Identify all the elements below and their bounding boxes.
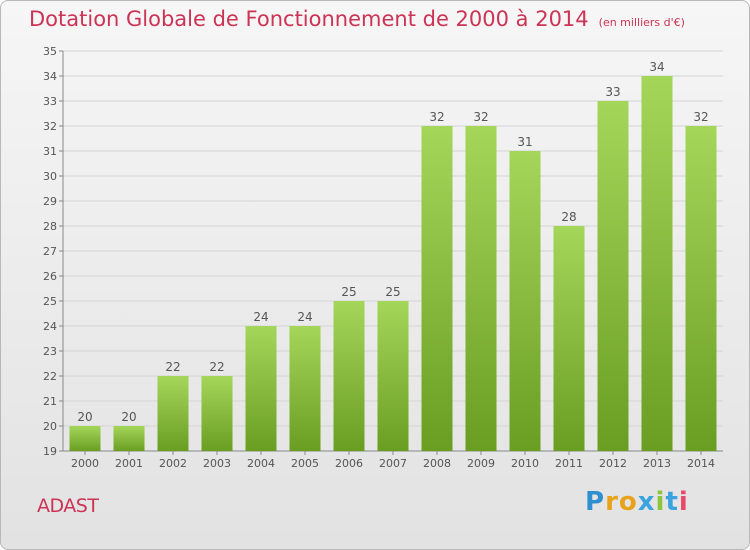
logo-letter: i xyxy=(678,487,689,517)
x-tick-label: 2003 xyxy=(203,457,231,470)
y-tick-label: 28 xyxy=(43,220,57,233)
logo-letter: t xyxy=(665,487,679,517)
proxiti-logo: Proxiti xyxy=(585,487,689,517)
y-tick-label: 27 xyxy=(43,245,57,258)
axes: 19 20 21 22 23 24 25 26 27 28 29 30 31 32 33 34 35 2000 20… xyxy=(43,45,723,470)
logo-letter: x xyxy=(637,487,656,517)
logo-letter: P xyxy=(585,487,606,517)
data-label: 28 xyxy=(561,210,576,224)
bars xyxy=(69,76,717,451)
data-label: 24 xyxy=(297,310,312,324)
y-tick-label: 34 xyxy=(43,70,57,83)
y-tick-label: 31 xyxy=(43,145,57,158)
data-label: 20 xyxy=(77,410,92,424)
data-labels: 20 20 22 22 24 24 25 25 32 32 31 28 33 34 32 xyxy=(77,60,708,424)
x-tick-label: 2001 xyxy=(115,457,143,470)
bar-2012 xyxy=(597,101,629,451)
y-tick-label: 29 xyxy=(43,195,57,208)
data-label: 31 xyxy=(517,135,532,149)
bar-2009 xyxy=(465,126,497,451)
x-tick-label: 2007 xyxy=(379,457,407,470)
bar-2004 xyxy=(245,326,277,451)
y-tick-label: 32 xyxy=(43,120,57,133)
bar-2003 xyxy=(201,376,233,451)
y-tick-label: 35 xyxy=(43,45,57,58)
logo-letter: i xyxy=(655,487,666,517)
x-tick-label: 2014 xyxy=(687,457,715,470)
x-tick-label: 2013 xyxy=(643,457,671,470)
bar-2005 xyxy=(289,326,321,451)
data-label: 33 xyxy=(605,85,620,99)
logo-letter: r xyxy=(605,487,619,517)
data-label: 20 xyxy=(121,410,136,424)
bar-2007 xyxy=(377,301,409,451)
bar-2008 xyxy=(421,126,453,451)
bar-2002 xyxy=(157,376,189,451)
bar-2000 xyxy=(69,426,101,451)
chart-subtitle: (en milliers d'€) xyxy=(598,16,685,29)
bar-2006 xyxy=(333,301,365,451)
bar-2014 xyxy=(685,126,717,451)
y-tick-label: 20 xyxy=(43,420,57,433)
x-tick-label: 2012 xyxy=(599,457,627,470)
data-label: 25 xyxy=(385,285,400,299)
y-tick-label: 23 xyxy=(43,345,57,358)
data-label: 25 xyxy=(341,285,356,299)
y-tick-label: 22 xyxy=(43,370,57,383)
y-tick-label: 30 xyxy=(43,170,57,183)
x-tick-label: 2005 xyxy=(291,457,319,470)
data-label: 32 xyxy=(473,110,488,124)
logo-letter: o xyxy=(618,487,638,517)
x-tick-label: 2010 xyxy=(511,457,539,470)
bar-2011 xyxy=(553,226,585,451)
chart-title-text: Dotation Globale de Fonctionnement de 20… xyxy=(29,7,589,31)
x-tick-label: 2011 xyxy=(555,457,583,470)
x-tick-label: 2002 xyxy=(159,457,187,470)
bar-2013 xyxy=(641,76,673,451)
bar-2010 xyxy=(509,151,541,451)
data-label: 22 xyxy=(165,360,180,374)
bar-2001 xyxy=(113,426,145,451)
commune-name: ADAST xyxy=(37,495,99,517)
data-label: 32 xyxy=(693,110,708,124)
data-label: 32 xyxy=(429,110,444,124)
y-tick-label: 21 xyxy=(43,395,57,408)
x-tick-label: 2000 xyxy=(71,457,99,470)
data-label: 22 xyxy=(209,360,224,374)
data-label: 34 xyxy=(649,60,664,74)
y-tick-label: 33 xyxy=(43,95,57,108)
y-tick-label: 26 xyxy=(43,270,57,283)
data-label: 24 xyxy=(253,310,268,324)
y-tick-label: 24 xyxy=(43,320,57,333)
y-tick-label: 19 xyxy=(43,445,57,458)
y-tick-label: 25 xyxy=(43,295,57,308)
x-tick-label: 2008 xyxy=(423,457,451,470)
x-tick-label: 2006 xyxy=(335,457,363,470)
chart-title: Dotation Globale de Fonctionnement de 20… xyxy=(29,7,685,31)
x-tick-label: 2004 xyxy=(247,457,275,470)
x-tick-label: 2009 xyxy=(467,457,495,470)
